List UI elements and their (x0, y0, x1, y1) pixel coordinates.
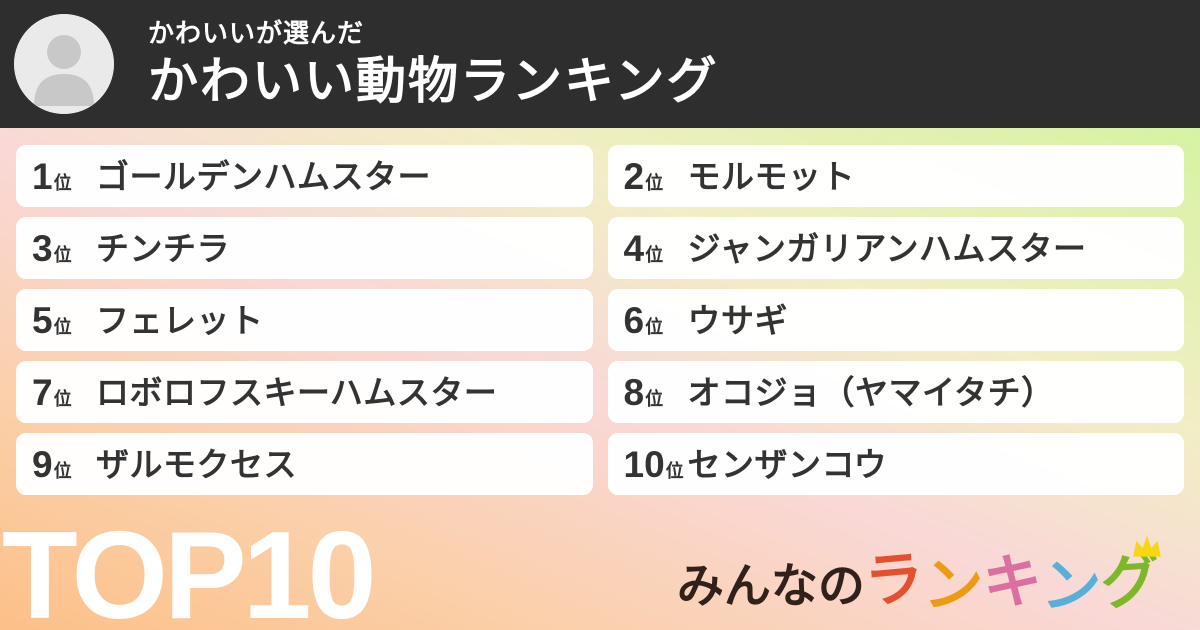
rank-suffix: 位 (645, 244, 664, 265)
item-name: センザンコウ (687, 445, 888, 483)
rank-number: 6 (623, 299, 645, 341)
rank-number: 1 (32, 155, 53, 197)
item-name: フェレット (96, 301, 264, 339)
item-name: ジャンガリアンハムスター (687, 229, 1087, 267)
rank-suffix: 位 (645, 388, 664, 409)
rank-number: 3 (32, 227, 53, 269)
ranking-item-10: 10 位 センザンコウ (607, 433, 1184, 495)
rank-number: 2 (623, 155, 645, 197)
item-name: ウサギ (687, 301, 788, 339)
header-text-block: かわいいが選んだ かわいい動物ランキング (148, 19, 719, 109)
item-name: ゴールデンハムスター (96, 157, 431, 195)
item-name: ロボロフスキーハムスター (96, 373, 498, 411)
logo-char: ン (1039, 552, 1104, 622)
item-name: オコジョ（ヤマイタチ） (687, 373, 1055, 411)
rank-number: 4 (623, 227, 645, 269)
avatar (14, 14, 114, 114)
crown-icon (1130, 533, 1164, 559)
page-title: かわいい動物ランキング (148, 52, 719, 109)
rank-suffix: 位 (53, 460, 72, 481)
rank-number: 8 (623, 371, 645, 413)
rank-suffix: 位 (53, 172, 72, 193)
rank-suffix: 位 (53, 316, 72, 337)
logo-prefix-text: みんなの (676, 559, 865, 612)
rank-label: 10 位 (624, 446, 688, 483)
minna-no-ranking-logo: みんなの ラ ン キ ン グ (676, 535, 1162, 622)
rank-suffix: 位 (645, 172, 664, 193)
header-bar: かわいいが選んだ かわいい動物ランキング (0, 0, 1200, 128)
rank-number: 7 (32, 371, 53, 413)
rank-suffix: 位 (53, 244, 72, 265)
ranking-subtitle: かわいいが選んだ (148, 18, 365, 49)
logo-char: ン (922, 551, 985, 621)
item-name: ザルモクセス (96, 445, 297, 483)
top10-watermark: TOP10 (2, 507, 377, 630)
logo-char: キ (981, 547, 1044, 617)
rank-number: 5 (32, 299, 53, 341)
rank-suffix: 位 (645, 316, 664, 337)
logo-char: グ (1098, 547, 1163, 617)
item-name: モルモット (687, 157, 855, 195)
rank-number: 9 (32, 443, 53, 485)
rank-number: 10 (623, 443, 665, 485)
person-icon (14, 14, 114, 114)
item-name: チンチラ (96, 229, 230, 267)
rank-suffix: 位 (665, 460, 684, 481)
logo-char: ラ (861, 544, 927, 616)
rank-suffix: 位 (53, 388, 72, 409)
